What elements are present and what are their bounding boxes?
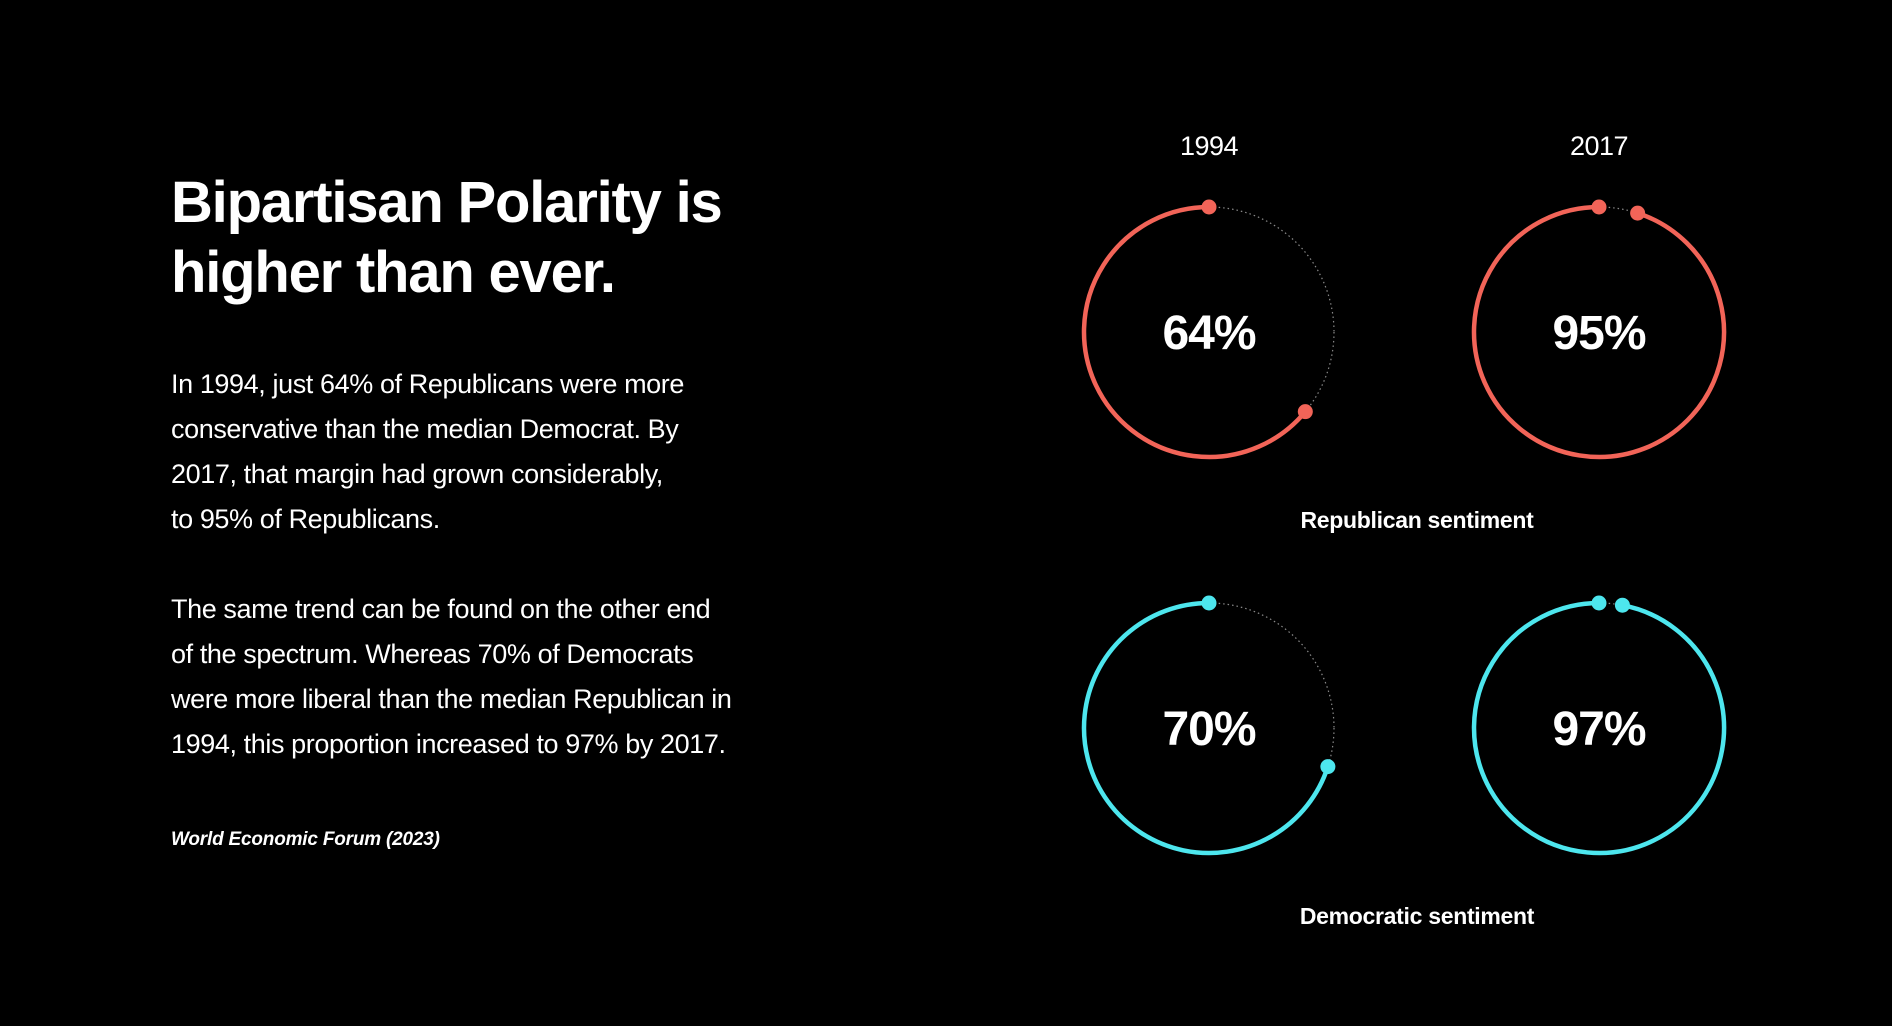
value-label-democratic-2017: 97% <box>1552 703 1645 756</box>
year-label-2017: 2017 <box>1570 131 1628 161</box>
paragraph-republicans: In 1994, just 64% of Republicans were mo… <box>171 369 684 534</box>
progress-arc-democratic-2017 <box>1471 600 1727 856</box>
group-label-republican: Republican sentiment <box>1301 507 1535 533</box>
year-label-1994: 1994 <box>1180 131 1239 161</box>
text-column: Bipartisan Polarity is higher than ever.… <box>171 168 821 851</box>
value-label-democratic-1994: 70% <box>1162 703 1255 756</box>
group-label-democratic: Democratic sentiment <box>1300 903 1535 929</box>
arc-end-dot-democratic-2017 <box>1614 597 1630 613</box>
arc-start-dot-democratic-2017 <box>1591 595 1607 611</box>
value-label-republican-1994: 64% <box>1162 307 1255 360</box>
progress-arc-republican-1994 <box>1081 204 1308 460</box>
arc-start-dot-republican-2017 <box>1591 199 1607 215</box>
page-title: Bipartisan Polarity is higher than ever. <box>171 170 723 305</box>
arc-end-dot-republican-1994 <box>1297 404 1313 420</box>
paragraph-democrats: The same trend can be found on the other… <box>171 594 732 759</box>
arc-start-dot-democratic-1994 <box>1201 595 1217 611</box>
source-citation: World Economic Forum (2023) <box>171 829 440 850</box>
arc-end-dot-democratic-1994 <box>1320 759 1336 775</box>
arc-start-dot-republican-1994 <box>1201 199 1217 215</box>
progress-arc-democratic-1994 <box>1081 600 1331 856</box>
arc-end-dot-republican-2017 <box>1630 205 1646 221</box>
value-label-republican-2017: 95% <box>1552 307 1645 360</box>
progress-arc-republican-2017 <box>1471 204 1727 460</box>
